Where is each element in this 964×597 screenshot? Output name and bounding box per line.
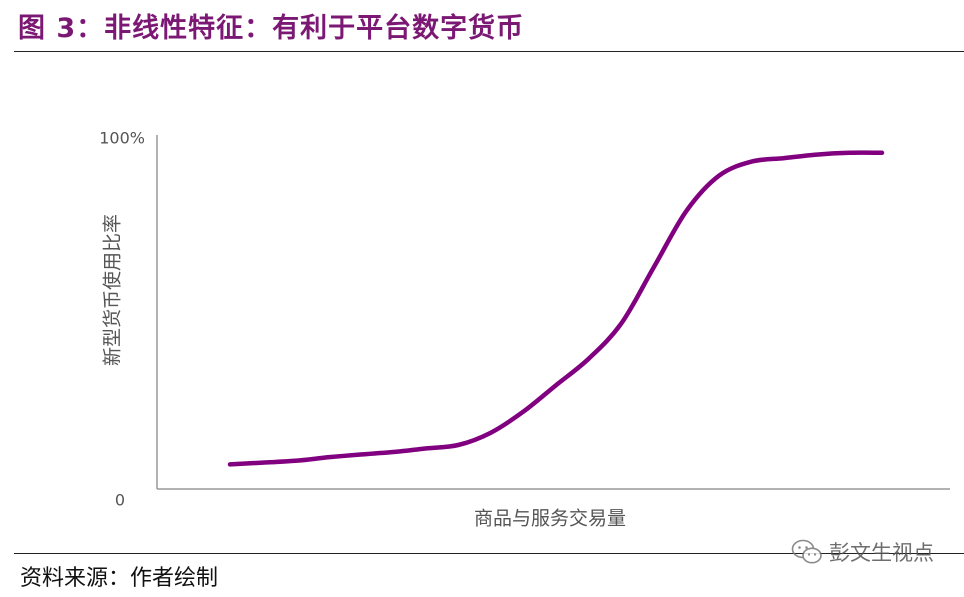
figure-title: 图 3：非线性特征：有利于平台数字货币	[18, 13, 525, 44]
chart-series	[227, 150, 885, 467]
watermark: 彭文生视点	[791, 537, 934, 567]
x-axis-label: 商品与服务交易量	[474, 508, 626, 530]
wechat-icon	[791, 539, 822, 564]
y-tick-label: 100%	[99, 129, 145, 148]
watermark-text: 彭文生视点	[829, 541, 934, 565]
y-axis-label: 新型货币使用比率	[102, 214, 124, 366]
chart-labels: 0 100% 商品与服务交易量 新型货币使用比率	[99, 129, 626, 530]
top-divider	[14, 51, 964, 52]
chart-axes	[156, 135, 950, 490]
source-note: 资料来源：作者绘制	[20, 566, 219, 591]
y-tick-label: 0	[115, 491, 125, 510]
series-line	[227, 150, 885, 467]
bottom-divider	[14, 553, 964, 554]
